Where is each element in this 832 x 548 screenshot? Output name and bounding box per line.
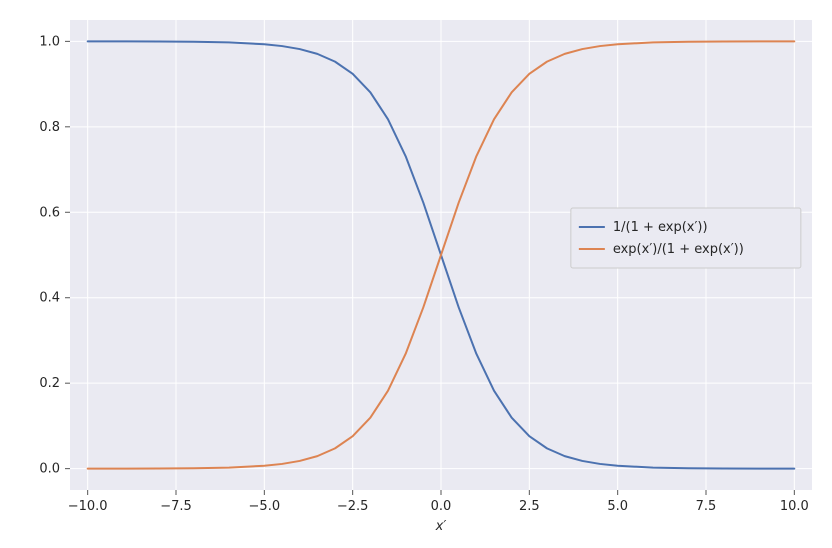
x-tick-label: −7.5 xyxy=(160,499,192,514)
x-tick-label: −10.0 xyxy=(68,499,108,514)
x-tick-label: −5.0 xyxy=(249,499,281,514)
y-tick-label: 0.0 xyxy=(39,462,60,477)
y-tick-label: 0.2 xyxy=(39,376,60,391)
y-tick-label: 1.0 xyxy=(39,34,60,49)
chart-svg: −10.0 −7.5 −5.0 −2.5 0.0 2.5 5.0 7.5 10.0 x′ 0.0 0.… xyxy=(0,0,832,548)
x-tick-label: 0.0 xyxy=(431,499,452,514)
y-tick-label: 0.4 xyxy=(39,291,60,306)
x-tick-label: 10.0 xyxy=(780,499,809,514)
legend-label-sigmoid-neg: 1/(1 + exp(x′)) xyxy=(613,220,708,235)
x-tick-label: 5.0 xyxy=(607,499,628,514)
legend: 1/(1 + exp(x′)) exp(x′)/(1 + exp(x′)) xyxy=(571,208,801,268)
y-tick-label: 0.6 xyxy=(39,205,60,220)
y-tick-label: 0.8 xyxy=(39,120,60,135)
x-tick-label: 2.5 xyxy=(519,499,540,514)
x-tick-label: −2.5 xyxy=(337,499,369,514)
legend-label-sigmoid-pos: exp(x′)/(1 + exp(x′)) xyxy=(613,242,744,257)
x-tick-label: 7.5 xyxy=(696,499,717,514)
chart-container: −10.0 −7.5 −5.0 −2.5 0.0 2.5 5.0 7.5 10.0 x′ 0.0 0.… xyxy=(0,0,832,548)
x-axis-label: x′ xyxy=(435,519,447,534)
